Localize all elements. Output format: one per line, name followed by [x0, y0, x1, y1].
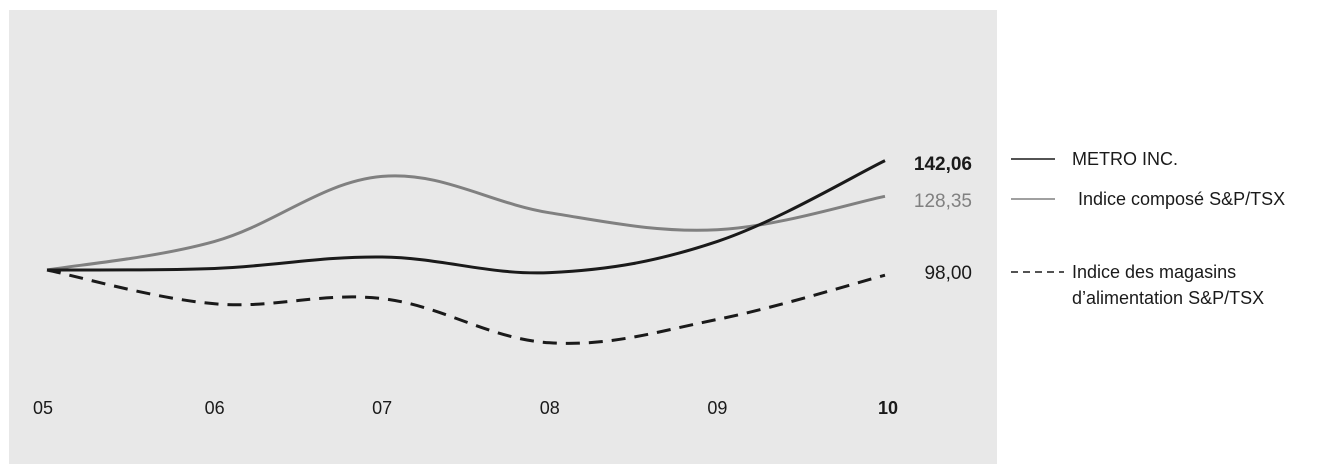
legend-label-2-line-0: Indice des magasins [1072, 262, 1236, 282]
x-tick-label-10: 10 [878, 398, 898, 418]
x-tick-label-07: 07 [372, 398, 392, 418]
end-labels: 142,06 128,35 98,00 [914, 154, 972, 284]
end-value-label-0: 142,06 [914, 154, 972, 175]
x-tick-label-08: 08 [540, 398, 560, 418]
series-layer [46, 159, 886, 345]
x-tick-label-05: 05 [33, 398, 53, 418]
legend-label-0: METRO INC. [1072, 149, 1178, 169]
end-value-label-2: 98,00 [924, 263, 972, 284]
plot-background [9, 10, 997, 464]
legend: METRO INC. Indice composé S&P/TSX Indice d… [1011, 149, 1285, 308]
end-value-label-1: 128,35 [914, 191, 972, 212]
series-line-2 [46, 268, 886, 345]
legend-label-1: Indice composé S&P/TSX [1078, 189, 1285, 209]
legend-label-2-line-1: d’alimentation S&P/TSX [1072, 288, 1264, 308]
x-axis-ticks: 05 06 07 08 09 10 [33, 398, 898, 418]
series-line-0 [46, 159, 886, 275]
x-tick-label-06: 06 [205, 398, 225, 418]
series-line-1 [46, 174, 886, 272]
x-tick-label-09: 09 [707, 398, 727, 418]
